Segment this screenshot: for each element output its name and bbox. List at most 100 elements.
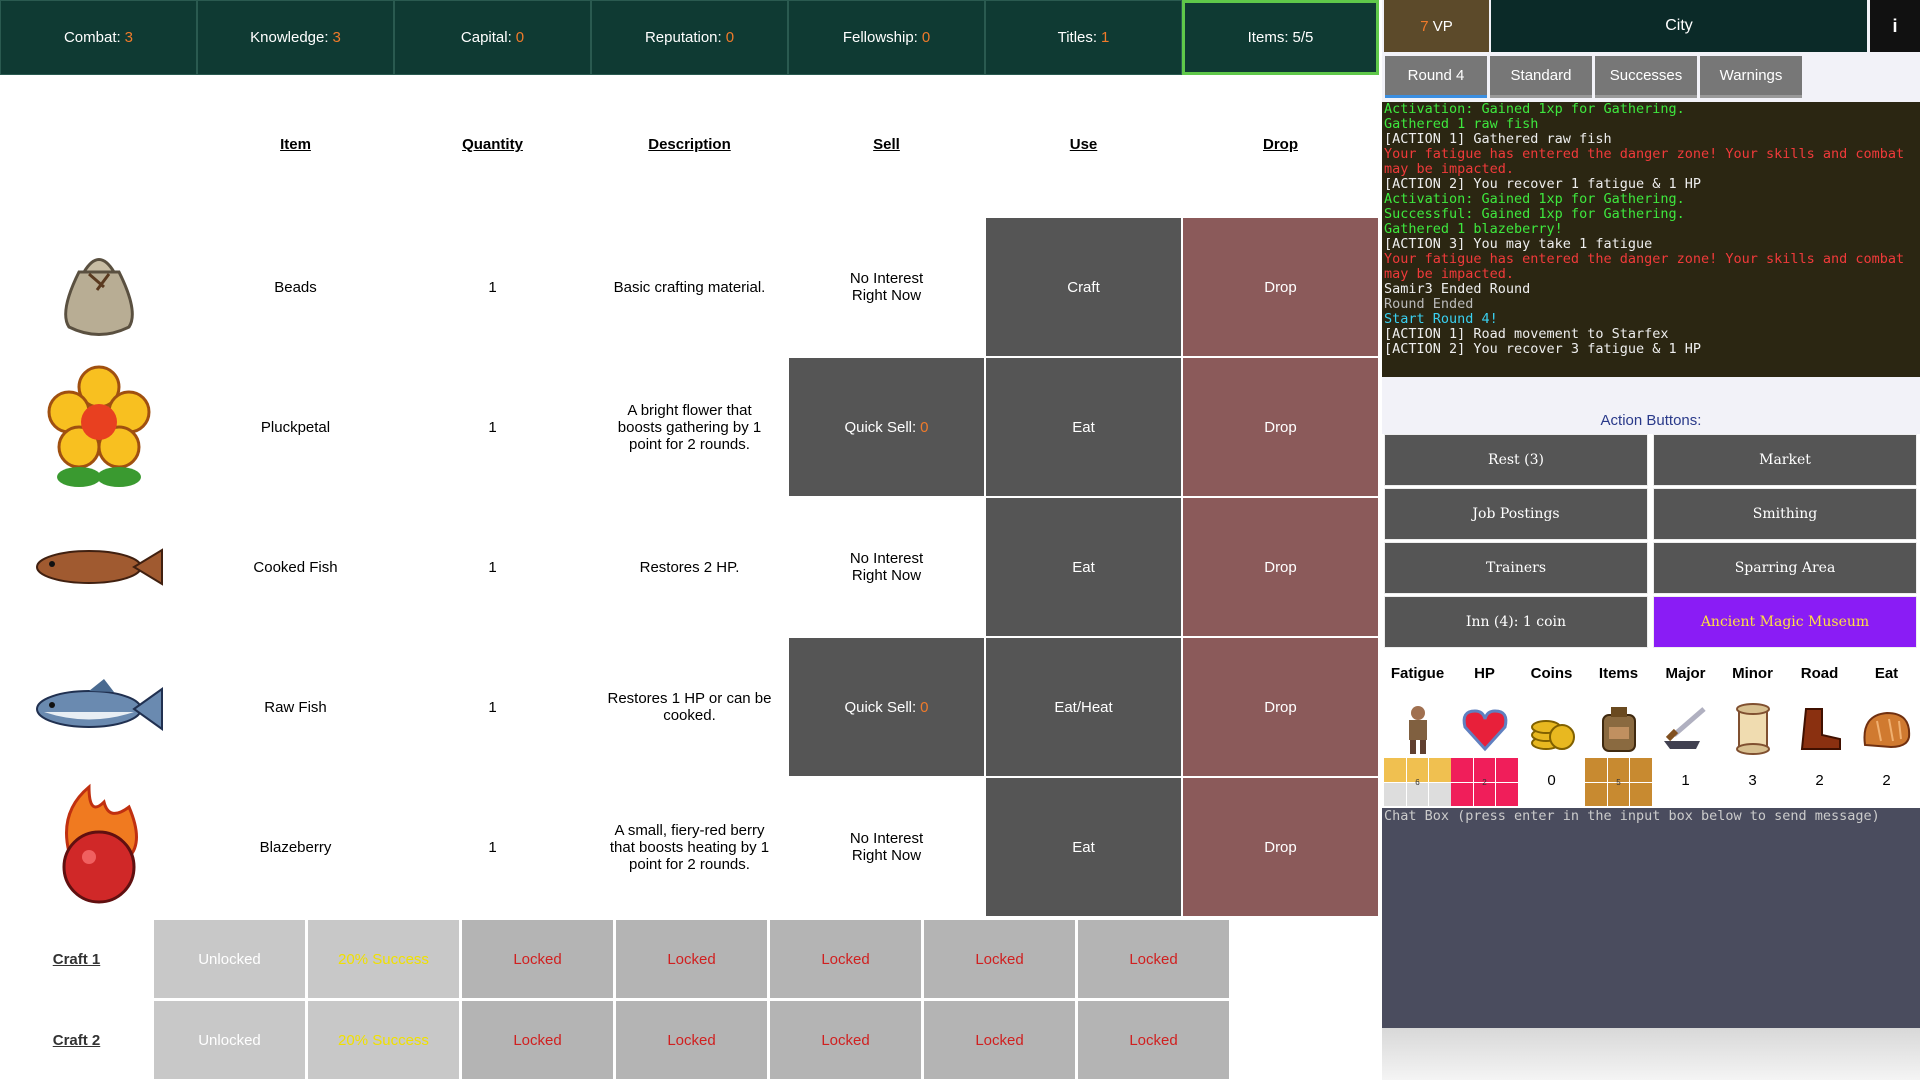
stat-label: Titles: <box>1057 29 1098 46</box>
use-button[interactable]: Eat <box>985 497 1182 637</box>
sell-status: No Interest Right Now <box>788 497 985 637</box>
resource-icon <box>1585 702 1652 756</box>
meter-cell <box>1630 758 1652 782</box>
stat-value: 0 <box>515 29 525 46</box>
sell-button[interactable]: Quick Sell: 0 <box>788 637 985 777</box>
log-tab[interactable]: Standard <box>1490 56 1592 98</box>
craft-slot[interactable]: Locked <box>769 919 922 999</box>
craft-slot[interactable]: Locked <box>923 1000 1076 1080</box>
resource-value: 1 <box>1681 772 1690 789</box>
action-title: Action Buttons: <box>1600 412 1702 429</box>
log-tab[interactable]: Successes <box>1595 56 1697 98</box>
resource-name: Major <box>1665 665 1706 682</box>
resource-icon <box>1518 702 1585 756</box>
action-button[interactable]: Ancient Magic Museum <box>1653 596 1917 648</box>
stat-value: 5/5 <box>1292 29 1314 46</box>
resource-meter: 2 <box>1451 758 1518 806</box>
stat-label: Fellowship: <box>842 29 918 46</box>
resource-name: HP <box>1474 665 1495 682</box>
action-button[interactable]: Sparring Area <box>1653 542 1917 594</box>
resource-meter: 6 <box>1384 758 1451 806</box>
log-tab[interactable]: Warnings <box>1700 56 1802 98</box>
action-button[interactable]: Market <box>1653 434 1917 486</box>
item-image <box>47 365 150 487</box>
action-button[interactable]: Trainers <box>1384 542 1648 594</box>
item-icon <box>0 217 197 357</box>
craft-slot[interactable]: 20% Success <box>307 1000 460 1080</box>
info-button[interactable]: i <box>1870 0 1920 52</box>
vp-box: 7 VP <box>1384 0 1489 52</box>
craft-slot[interactable]: Unlocked <box>153 1000 306 1080</box>
stat-value: 0 <box>725 29 735 46</box>
item-description: Basic crafting material. <box>591 217 788 357</box>
sell-button[interactable]: Quick Sell: 0 <box>788 357 985 497</box>
stat-label: Capital: <box>460 29 512 46</box>
use-button[interactable]: Eat <box>985 777 1182 917</box>
meter-cell <box>1496 782 1518 806</box>
resource-value: 2 <box>1482 777 1487 787</box>
action-button[interactable]: Job Postings <box>1384 488 1648 540</box>
item-image <box>62 783 138 904</box>
craft-slot[interactable]: Locked <box>461 919 614 999</box>
resource-image <box>1601 707 1636 752</box>
meter-cell <box>1473 782 1496 806</box>
craft-slot[interactable]: Locked <box>615 1000 768 1080</box>
drop-button[interactable]: Drop <box>1182 217 1379 357</box>
stat-label: Reputation: <box>644 29 722 46</box>
craft-slot[interactable]: Locked <box>1077 919 1230 999</box>
log-line: Activation: Gained 1xp for Gathering. <box>1384 191 1685 207</box>
item-description: A small, fiery-red berry that boosts hea… <box>591 777 788 917</box>
resource-value: 2 <box>1815 772 1824 789</box>
stat-value: 0 <box>921 29 931 46</box>
item-icon <box>0 357 197 497</box>
chat-input[interactable] <box>1382 1028 1920 1080</box>
resource-value: 6 <box>1415 777 1420 787</box>
craft-slot[interactable]: 20% Success <box>307 919 460 999</box>
action-button[interactable]: Smithing <box>1653 488 1917 540</box>
resource-value: 0 <box>1547 772 1556 789</box>
stat-value: 3 <box>124 29 134 46</box>
stat-value: 3 <box>332 29 341 46</box>
log-line: [ACTION 1] Gathered raw fish <box>1384 131 1612 147</box>
log-line: Your fatigue has entered the danger zone… <box>1384 146 1905 177</box>
resource-value: 5 <box>1616 777 1621 787</box>
craft-label: Craft 1 <box>52 950 101 968</box>
stat-label: Combat: <box>63 29 121 46</box>
craft-slot[interactable]: Locked <box>923 919 1076 999</box>
use-button[interactable]: Craft <box>985 217 1182 357</box>
craft-slot[interactable]: Unlocked <box>153 919 306 999</box>
log-line: Activation: Gained 1xp for Gathering. <box>1384 102 1685 117</box>
log-tab[interactable]: Round 4 <box>1385 56 1487 98</box>
stat-value: 1 <box>1101 29 1110 46</box>
log-line: [ACTION 3] You may take 1 fatigue <box>1384 236 1653 252</box>
craft-slot[interactable]: Locked <box>615 919 768 999</box>
drop-button[interactable]: Drop <box>1182 497 1379 637</box>
action-button[interactable]: Rest (3) <box>1384 434 1648 486</box>
drop-button[interactable]: Drop <box>1182 637 1379 777</box>
item-name: Cooked Fish <box>197 497 394 637</box>
resource-icon <box>1719 702 1786 756</box>
use-button[interactable]: Eat <box>985 357 1182 497</box>
location: City <box>1491 0 1867 52</box>
sell-label: Quick Sell: <box>844 418 917 436</box>
table-header: Use <box>1069 136 1098 153</box>
item-icon <box>0 497 197 637</box>
craft-slot[interactable]: Locked <box>1077 1000 1230 1080</box>
log-line: Your fatigue has entered the danger zone… <box>1384 251 1905 282</box>
meter-cell <box>1473 758 1496 782</box>
meter-cell <box>1429 758 1451 782</box>
stat-box: Capital: 0 <box>394 0 591 75</box>
vp-value: 7 <box>1420 17 1429 35</box>
drop-button[interactable]: Drop <box>1182 357 1379 497</box>
resource-meter: 5 <box>1585 758 1652 806</box>
action-button[interactable]: Inn (4): 1 coin <box>1384 596 1648 648</box>
sell-value: 0 <box>920 418 929 436</box>
item-description: A bright flower that boosts gathering by… <box>591 357 788 497</box>
craft-slot[interactable]: Locked <box>461 1000 614 1080</box>
meter-cell <box>1607 782 1630 806</box>
use-button[interactable]: Eat/Heat <box>985 637 1182 777</box>
resource-name: Minor <box>1732 665 1773 682</box>
drop-button[interactable]: Drop <box>1182 777 1379 917</box>
item-name: Pluckpetal <box>197 357 394 497</box>
craft-slot[interactable]: Locked <box>769 1000 922 1080</box>
